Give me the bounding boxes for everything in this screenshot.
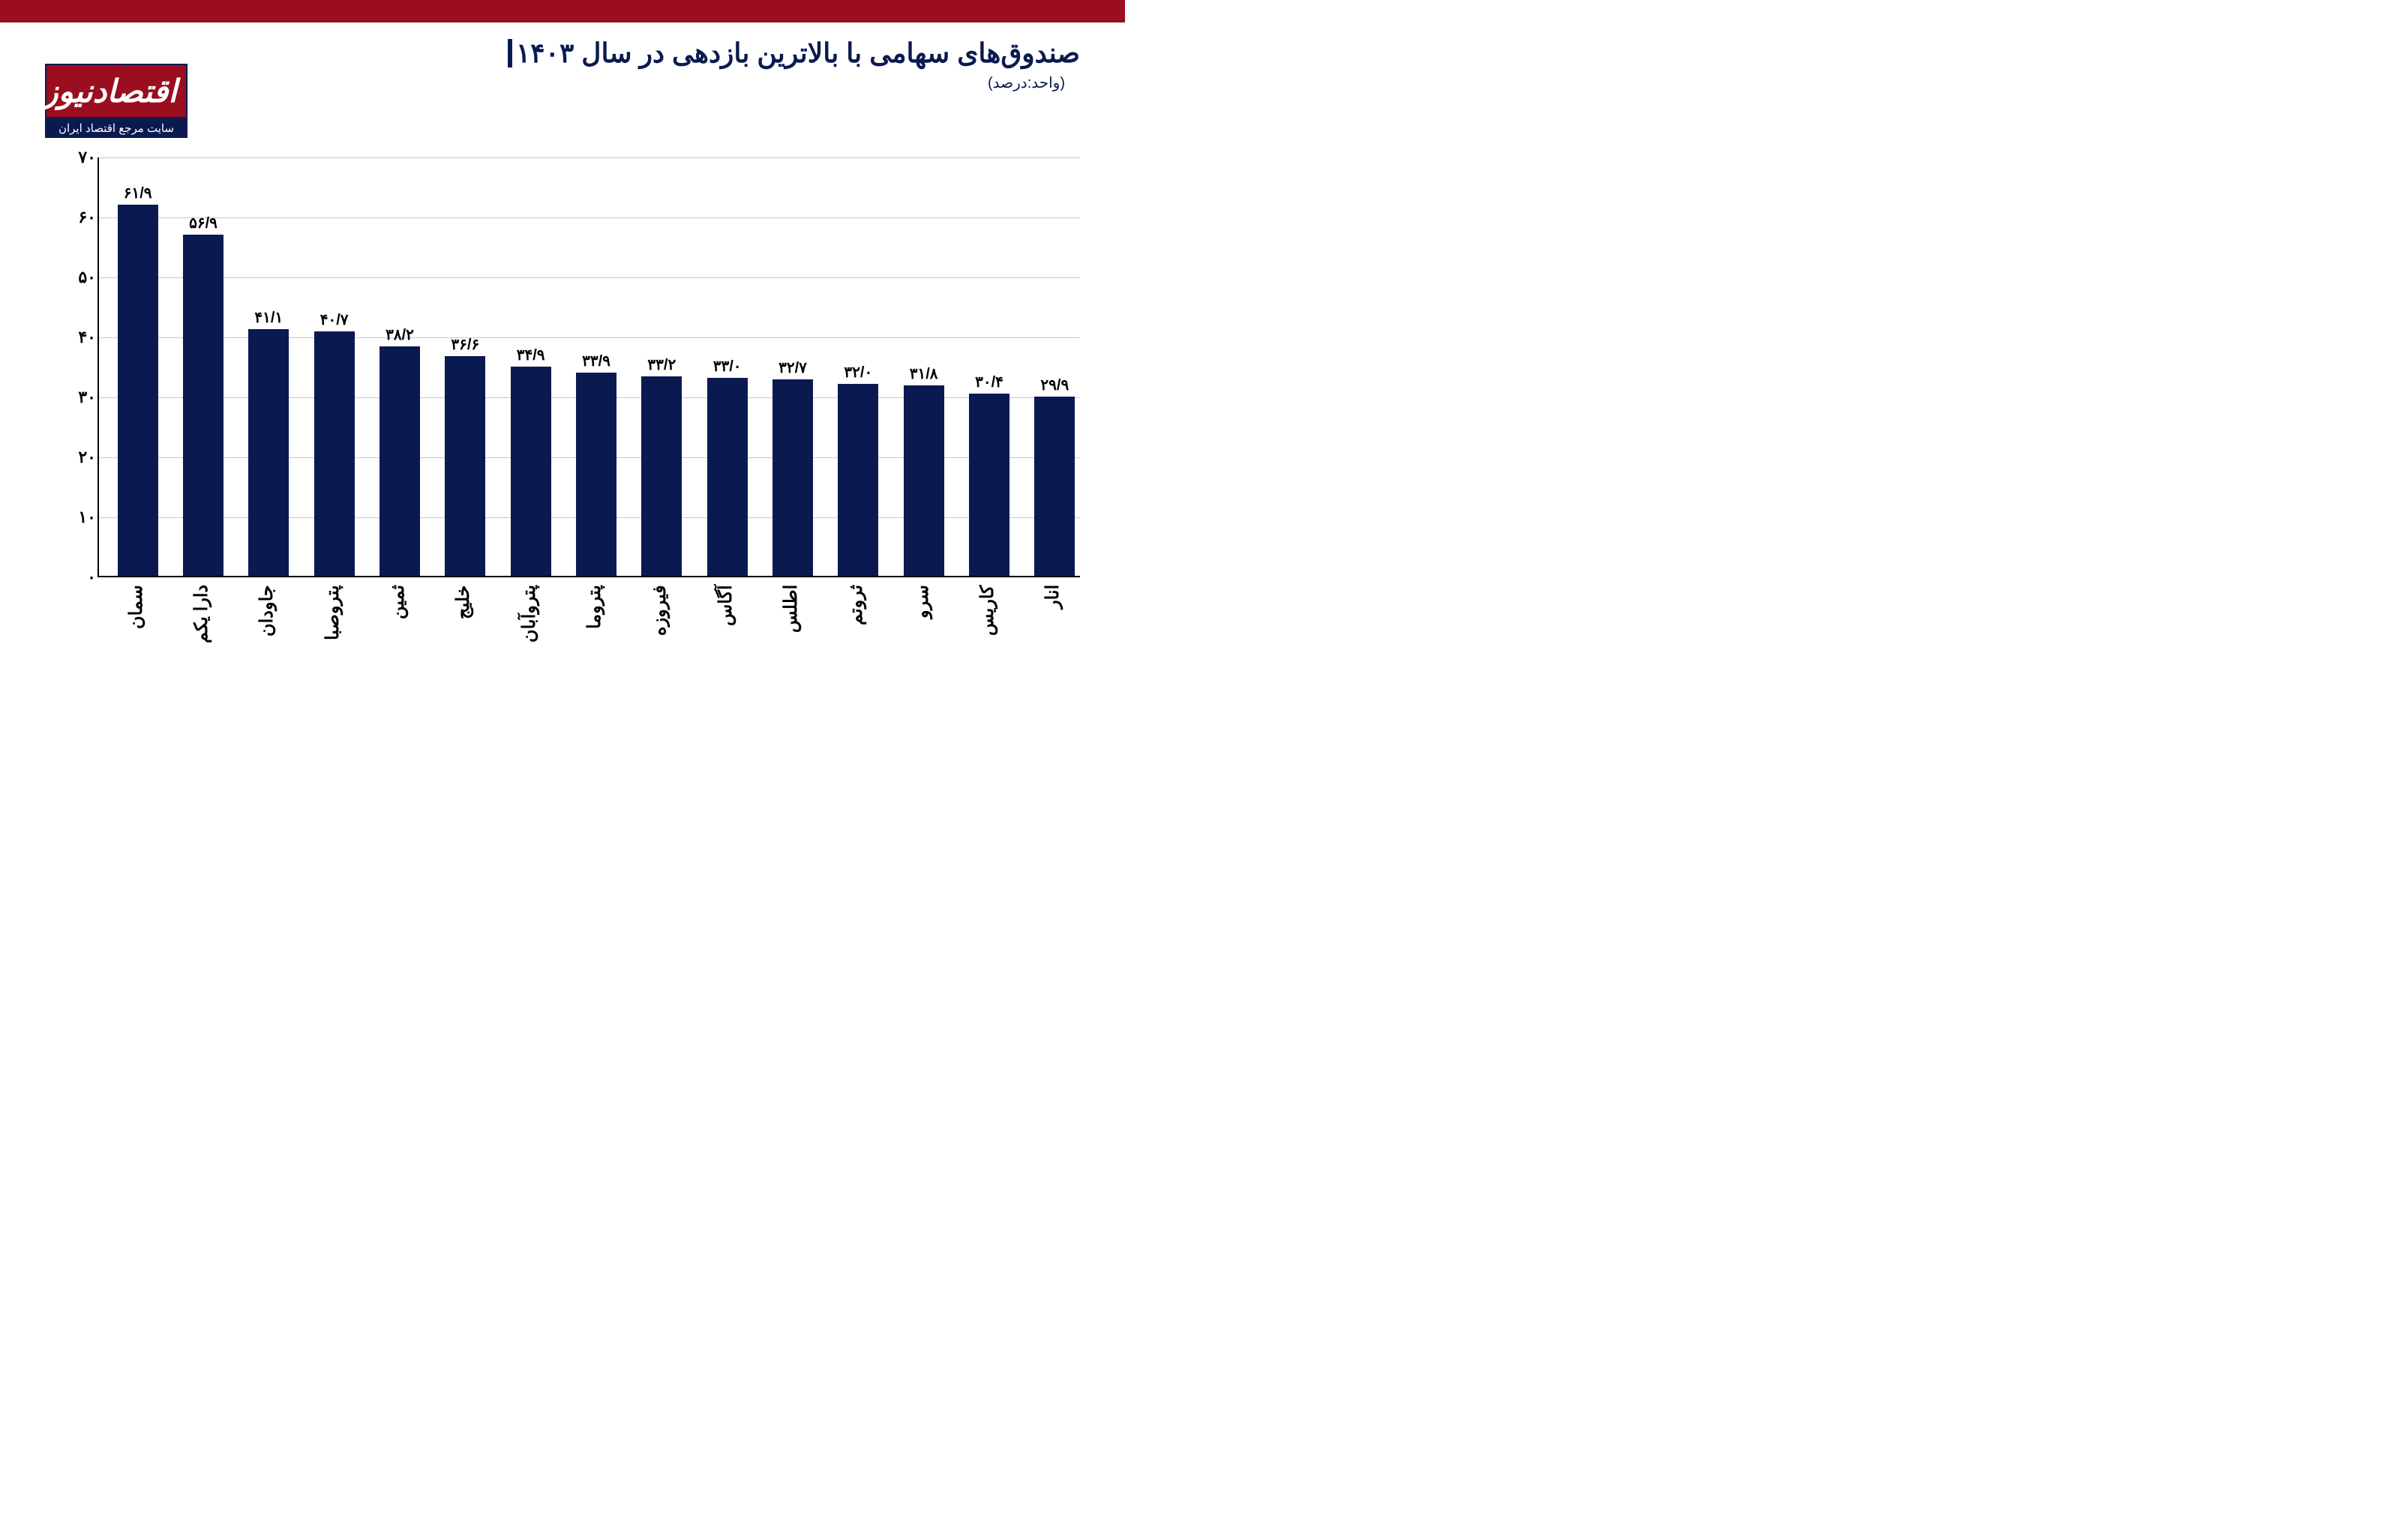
bar-value-label: ۴۰/۷ bbox=[314, 310, 355, 329]
logo-main-text: اقتصادنیوز bbox=[45, 64, 188, 118]
bar-value-label: ۳۳/۹ bbox=[576, 352, 616, 370]
bar-value-label: ۵۶/۹ bbox=[183, 214, 224, 232]
gridline bbox=[99, 337, 1080, 338]
x-axis-label: پتروصبا bbox=[322, 585, 344, 690]
x-axis-label: کاریس bbox=[977, 585, 998, 690]
bar-value-label: ۴۱/۱ bbox=[248, 308, 289, 327]
x-axis-label: دارا یکم bbox=[191, 585, 212, 690]
title-accent-line bbox=[508, 39, 512, 67]
top-accent-bar bbox=[0, 0, 1125, 22]
bar: ۲۹/۹ bbox=[1034, 397, 1075, 576]
ytick-label: ۴۰ bbox=[58, 328, 96, 347]
ytick-label: ۶۰ bbox=[58, 208, 96, 227]
bar: ۵۶/۹ bbox=[183, 235, 224, 576]
bar-value-label: ۶۱/۹ bbox=[118, 184, 158, 202]
x-axis-label: پتروما bbox=[584, 585, 605, 690]
chart-subtitle: (واحد:درصد) bbox=[45, 73, 1080, 92]
bar-value-label: ۳۱/۸ bbox=[904, 364, 944, 383]
bar-value-label: ۲۹/۹ bbox=[1034, 376, 1075, 394]
bar: ۳۳/۲ bbox=[641, 376, 682, 576]
bar-value-label: ۳۴/۹ bbox=[511, 346, 551, 364]
bar-value-label: ۳۲/۷ bbox=[772, 358, 813, 377]
x-axis-label: انار bbox=[1042, 585, 1064, 690]
bar: ۳۱/۸ bbox=[904, 385, 944, 576]
gridline bbox=[99, 217, 1080, 218]
bar-value-label: ۳۶/۶ bbox=[445, 335, 485, 354]
gridline bbox=[99, 277, 1080, 278]
x-axis-label: خلیج bbox=[453, 585, 474, 690]
x-axis-label: جاودان bbox=[256, 585, 278, 690]
bar: ۴۰/۷ bbox=[314, 331, 355, 576]
ytick-label: ۰ bbox=[58, 568, 96, 587]
bar-value-label: ۳۳/۲ bbox=[641, 355, 682, 374]
bar-value-label: ۳۰/۴ bbox=[969, 373, 1010, 391]
bar: ۴۱/۱ bbox=[248, 329, 289, 576]
bar: ۳۲/۷ bbox=[772, 379, 813, 576]
chart-container: صندوق‌های سهامی با بالاترین بازدهی در سا… bbox=[0, 0, 1125, 722]
bar: ۳۶/۶ bbox=[445, 356, 485, 576]
x-axis-label: اطلس bbox=[781, 585, 802, 690]
x-axis-label: پتروآبان bbox=[519, 585, 540, 690]
x-axis-label: آگاس bbox=[716, 585, 736, 690]
bar: ۳۸/۲ bbox=[380, 346, 420, 576]
logo: اقتصادنیوز سایت مرجع اقتصاد ایران bbox=[45, 64, 188, 138]
bar: ۶۱/۹ bbox=[118, 205, 158, 576]
x-axis-label: فیروزه bbox=[650, 585, 670, 690]
bar: ۳۳/۹ bbox=[576, 373, 616, 576]
ytick-label: ۳۰ bbox=[58, 388, 96, 407]
chart-area: ۶۱/۹ ۵۶/۹ ۴۱/۱ ۴۰/۷ ۳۸/۲ ۳۶/۶ ۳۴/۹ ۳۳/۹ ۳۳/۲ ۳۳/۰… bbox=[52, 157, 1088, 697]
x-axis-label: ثروتم bbox=[846, 585, 867, 690]
ytick-label: ۵۰ bbox=[58, 268, 96, 287]
bar: ۳۰/۴ bbox=[969, 394, 1010, 576]
ytick-label: ۱۰ bbox=[58, 508, 96, 527]
bar: ۳۴/۹ bbox=[511, 367, 551, 576]
x-axis-label: ثمین bbox=[388, 585, 409, 690]
bar: ۳۲/۰ bbox=[838, 384, 878, 576]
bar: ۳۳/۰ bbox=[707, 378, 748, 576]
chart-title: صندوق‌های سهامی با بالاترین بازدهی در سا… bbox=[516, 37, 1080, 68]
ytick-label: ۲۰ bbox=[58, 448, 96, 467]
logo-sub-text: سایت مرجع اقتصاد ایران bbox=[45, 118, 188, 138]
gridline bbox=[99, 157, 1080, 158]
plot-area: ۶۱/۹ ۵۶/۹ ۴۱/۱ ۴۰/۷ ۳۸/۲ ۳۶/۶ ۳۴/۹ ۳۳/۹ ۳۳/۲ ۳۳/۰… bbox=[98, 157, 1080, 577]
bar-value-label: ۳۳/۰ bbox=[707, 357, 748, 376]
bar-value-label: ۳۸/۲ bbox=[380, 325, 420, 344]
x-axis-label: سرو bbox=[912, 585, 933, 690]
ytick-label: ۷۰ bbox=[58, 148, 96, 167]
x-axis-label: سمان bbox=[126, 585, 147, 690]
bar-value-label: ۳۲/۰ bbox=[838, 363, 878, 382]
